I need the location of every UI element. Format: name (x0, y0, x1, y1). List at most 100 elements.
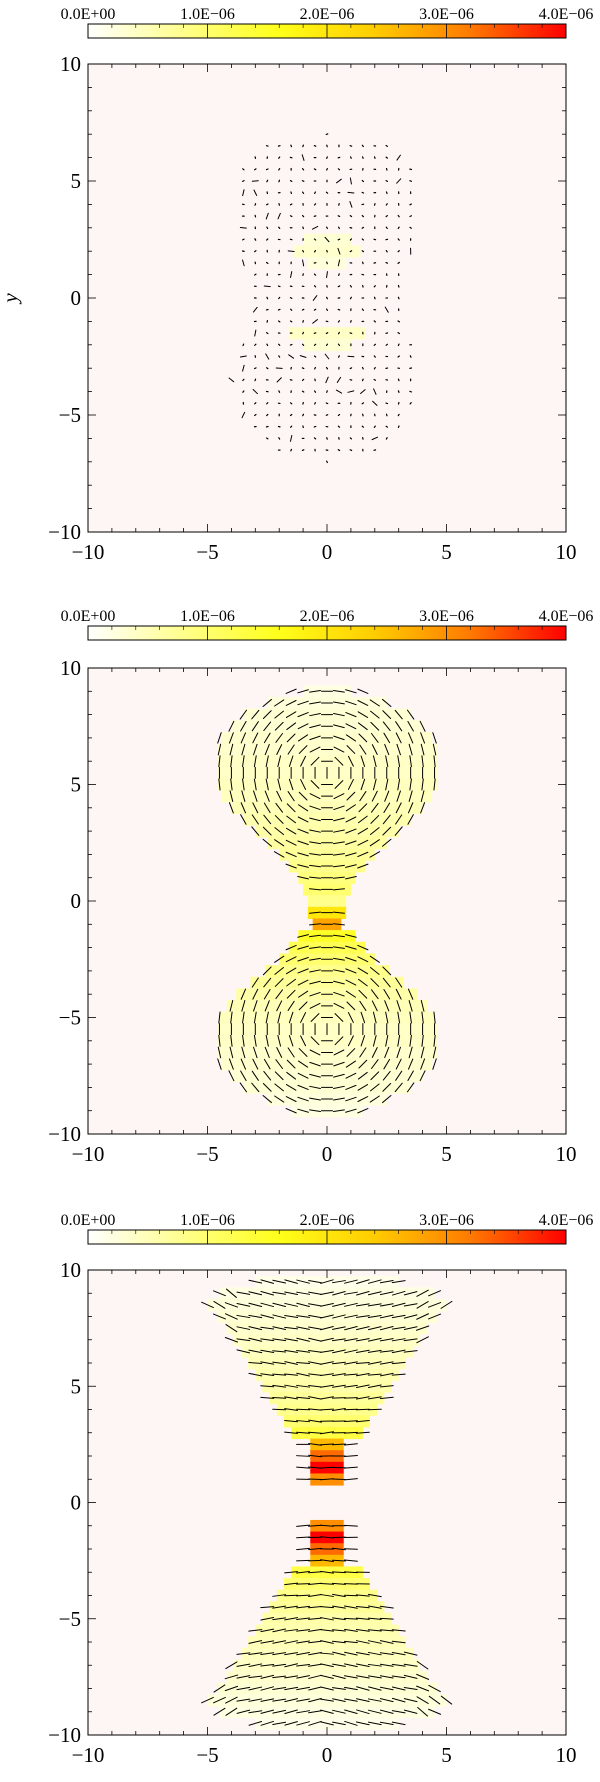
vector-mark (253, 1034, 257, 1047)
vector-mark (379, 1605, 394, 1609)
vector-mark (290, 271, 293, 279)
vector-mark (236, 1349, 251, 1354)
vector-mark (344, 1720, 358, 1726)
vector-mark (332, 934, 345, 938)
vector-mark (274, 721, 284, 731)
vector-mark (286, 733, 296, 743)
vector-mark (309, 1049, 321, 1056)
vector-mark (334, 1013, 344, 1022)
vector-mark (272, 1373, 287, 1376)
vector-mark (428, 1684, 441, 1693)
vector-mark (347, 390, 355, 393)
vector-mark (248, 1698, 263, 1702)
vector-mark (383, 988, 391, 1000)
vector-mark (432, 732, 437, 744)
vector-mark (379, 1721, 394, 1725)
vector-mark (260, 1361, 275, 1365)
vector-mark (331, 1361, 346, 1365)
vector-mark (420, 732, 426, 744)
vector-mark (344, 1709, 358, 1714)
vector-mark (254, 413, 257, 417)
colorbar-tick-label: 4.0E−06 (539, 608, 594, 625)
vector-mark (224, 1674, 239, 1680)
vector-mark (397, 250, 400, 253)
vector-mark (349, 177, 352, 185)
vector-mark (251, 977, 259, 988)
vector-mark (265, 437, 269, 440)
y-tick-label: 0 (71, 1491, 82, 1515)
vector-mark (254, 250, 257, 253)
vector-mark (252, 732, 259, 744)
vector-mark (313, 308, 317, 311)
vector-mark (284, 1291, 299, 1296)
vector-mark (308, 1720, 322, 1726)
vector-mark (403, 1326, 418, 1330)
vector-mark (274, 827, 284, 836)
vector-mark (370, 1083, 380, 1092)
vector-mark (420, 790, 425, 802)
vector-mark (345, 957, 357, 962)
vector-mark (349, 145, 353, 147)
vector-mark (272, 1628, 287, 1633)
vector-mark (344, 1279, 358, 1284)
vector-mark (284, 1640, 299, 1644)
vector-mark (263, 732, 271, 744)
vector-mark (379, 1675, 394, 1679)
y-tick-label: −5 (59, 1607, 81, 1631)
vector-mark (287, 250, 295, 253)
colorbar: 0.0E+00 1.0E−06 2.0E−06 3.0E−06 4.0E−06 (61, 6, 593, 39)
vector-mark (419, 1070, 426, 1082)
vector-mark (266, 179, 269, 183)
vector-mark (308, 1454, 323, 1458)
vector-mark (361, 144, 364, 148)
vector-mark (382, 966, 392, 976)
vector-mark (325, 414, 329, 416)
vector-mark (372, 778, 377, 791)
vector-mark (433, 778, 436, 791)
colorbar-tick-label: 1.0E−06 (180, 6, 235, 23)
vector-mark (272, 1384, 287, 1388)
vector-mark (343, 1291, 358, 1295)
vector-mark (285, 944, 297, 951)
vector-mark (224, 1302, 239, 1308)
vector-mark (276, 1000, 283, 1012)
vector-mark (266, 402, 269, 405)
colorbar-tick-label: 3.0E−06 (419, 608, 474, 625)
vector-mark (332, 1651, 346, 1656)
vector-mark (274, 978, 284, 987)
vector-mark (290, 434, 293, 442)
vector-mark (370, 721, 380, 731)
vector-mark (391, 1721, 406, 1726)
vector-mark (284, 1279, 298, 1284)
vector-mark (373, 378, 377, 381)
vector-mark (278, 296, 281, 300)
vector-mark (272, 1291, 287, 1295)
vector-mark (296, 1431, 311, 1434)
vector-mark (309, 690, 321, 693)
vector-mark (309, 1085, 321, 1089)
vector-mark (361, 261, 364, 265)
vector-mark (409, 180, 412, 182)
vector-mark (367, 1349, 382, 1353)
vector-mark (308, 1350, 322, 1353)
vector-mark (320, 1617, 334, 1621)
vector-mark (407, 1058, 414, 1070)
vector-mark (379, 1640, 394, 1644)
vector-mark (367, 1629, 382, 1632)
vector-mark (382, 826, 392, 836)
vector-mark (360, 389, 366, 395)
vector-mark (242, 180, 245, 182)
vector-mark (343, 1455, 358, 1457)
vector-mark (384, 743, 390, 756)
vector-mark (367, 1640, 382, 1644)
vector-mark (313, 273, 317, 276)
vector-mark (373, 343, 376, 346)
vector-mark (308, 1686, 322, 1691)
vector-mark (302, 249, 305, 253)
vector-mark (296, 1326, 310, 1330)
vector-mark (367, 1686, 382, 1691)
vector-mark (361, 179, 365, 183)
vector-mark (385, 203, 388, 206)
vector-mark (360, 1011, 366, 1024)
vector-mark (332, 1280, 346, 1284)
